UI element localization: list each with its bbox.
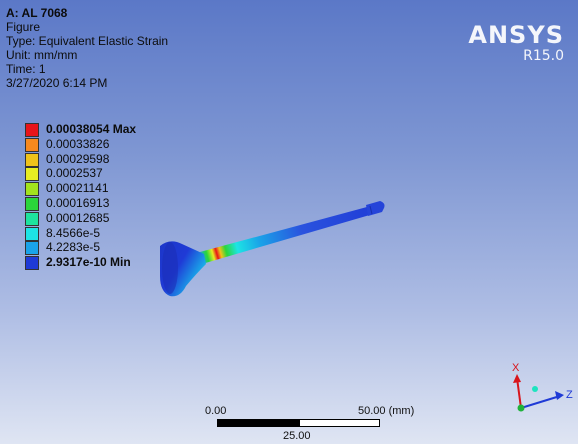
legend-color-swatch bbox=[25, 167, 39, 182]
legend-color-swatch bbox=[25, 137, 39, 152]
analysis-title: A: AL 7068 bbox=[6, 6, 68, 20]
result-date: 3/27/2020 6:14 PM bbox=[6, 76, 108, 90]
legend-color-swatch bbox=[25, 123, 39, 137]
legend-label: 0.00021141 bbox=[46, 181, 109, 196]
result-info-panel: A: AL 7068 Figure Type: Equivalent Elast… bbox=[6, 6, 168, 90]
legend-label: 0.00033826 bbox=[46, 136, 110, 151]
legend-label: 0.00016913 bbox=[46, 195, 110, 210]
legend-label: 4.2283e-5 bbox=[46, 240, 101, 255]
result-type: Type: Equivalent Elastic Strain bbox=[6, 34, 169, 48]
legend-label: 0.00012685 bbox=[46, 210, 110, 225]
legend-color-swatch bbox=[25, 226, 39, 241]
brand-version: R15.0 bbox=[523, 48, 564, 64]
legend-color-swatch bbox=[25, 152, 39, 167]
triad-x-label: X bbox=[512, 362, 520, 374]
legend-color-swatch bbox=[25, 241, 39, 256]
legend-label: 0.00038054 Max bbox=[46, 122, 137, 136]
legend-color-swatch bbox=[25, 196, 39, 211]
brand-name: ANSYS bbox=[468, 21, 564, 49]
result-unit: Unit: mm/mm bbox=[6, 48, 78, 62]
ansys-logo: ANSYS R15.0 bbox=[468, 22, 564, 64]
legend-color-swatch bbox=[25, 182, 39, 197]
legend-color-swatch bbox=[25, 211, 39, 226]
valve-stem bbox=[200, 204, 380, 264]
object-name: Figure bbox=[6, 20, 41, 34]
legend-label: 8.4566e-5 bbox=[46, 225, 101, 240]
result-time: Time: 1 bbox=[6, 62, 46, 76]
legend-label: 0.00029598 bbox=[46, 151, 110, 166]
legend-color-swatch bbox=[25, 256, 39, 271]
triad-z-label: Z bbox=[566, 389, 573, 401]
legend-label: 2.9317e-10 Min bbox=[46, 255, 131, 270]
valve-stem-tip bbox=[366, 201, 385, 216]
legend-label: 0.0002537 bbox=[46, 166, 103, 181]
